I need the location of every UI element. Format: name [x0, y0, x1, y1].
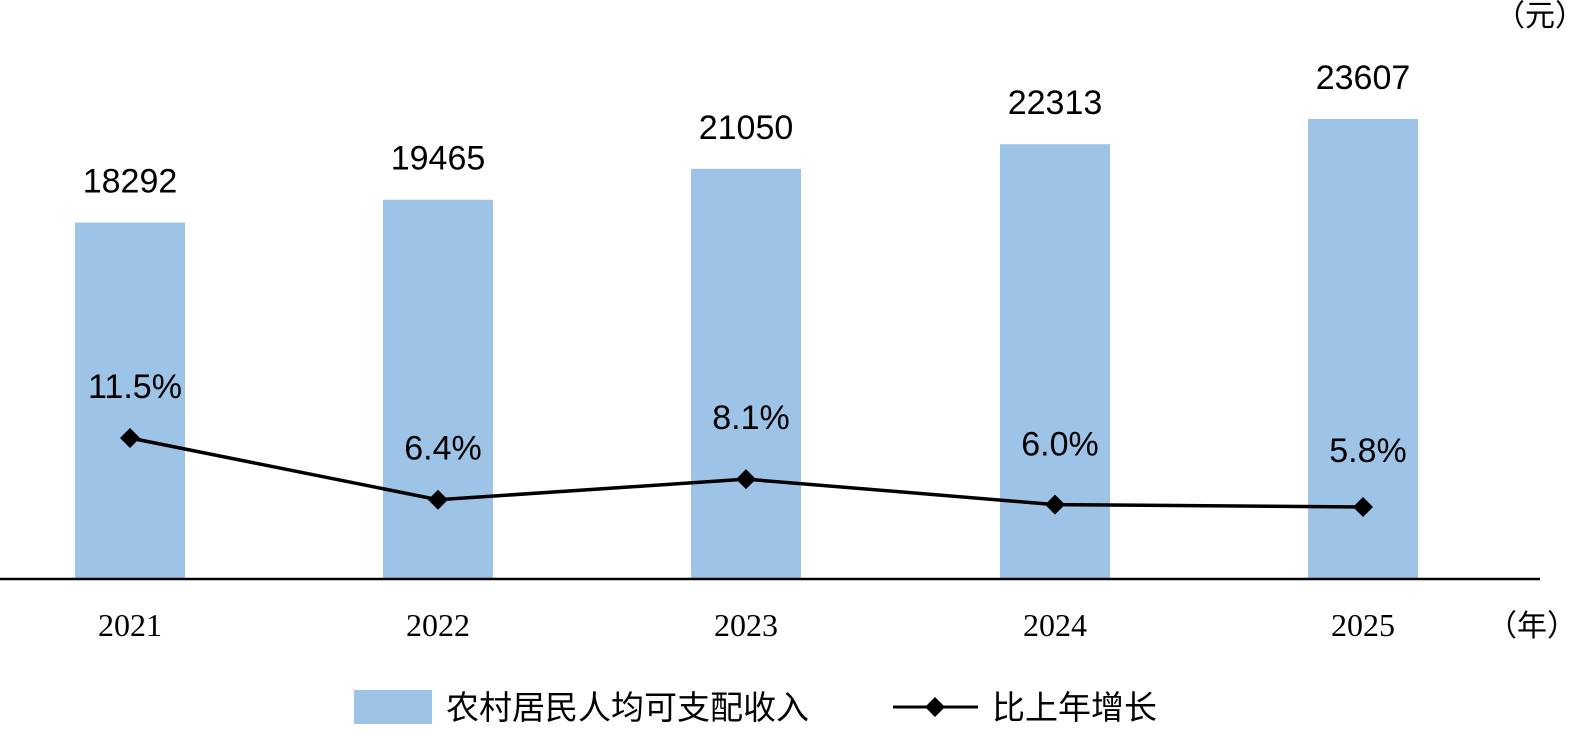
growth-marker-2021 — [120, 428, 140, 448]
bar-series — [75, 119, 1418, 580]
bar-value-labels: 18292 19465 21050 22313 23607 — [83, 59, 1411, 201]
legend-swatch-income — [354, 690, 432, 724]
growth-label-2022: 6.4% — [404, 430, 482, 468]
growth-label-2025: 5.8% — [1329, 432, 1407, 470]
growth-value-labels: 11.5% 6.4% 8.1% 6.0% 5.8% — [88, 368, 1407, 470]
x-tick-2022: 2022 — [406, 607, 470, 643]
bar-label-2025: 23607 — [1316, 59, 1411, 97]
legend-label-income: 农村居民人均可支配收入 — [446, 689, 809, 726]
x-tick-labels: 2021 2022 2023 2024 2025 — [98, 607, 1395, 643]
bar-2023 — [691, 168, 801, 579]
growth-label-2024: 6.0% — [1021, 426, 1099, 464]
x-tick-2025: 2025 — [1331, 607, 1395, 643]
x-tick-2021: 2021 — [98, 607, 162, 643]
growth-marker-2023 — [736, 469, 756, 490]
y-unit-label: （元） — [1495, 0, 1585, 33]
x-tick-2024: 2024 — [1023, 607, 1087, 643]
legend: 农村居民人均可支配收入 比上年增长 — [354, 689, 1157, 726]
growth-marker-2022 — [428, 489, 448, 510]
legend-marker-growth — [925, 697, 945, 717]
bar-label-2021: 18292 — [83, 163, 178, 201]
bar-label-2023: 21050 — [699, 109, 794, 147]
x-tick-2023: 2023 — [714, 607, 778, 643]
bar-label-2022: 19465 — [391, 140, 486, 178]
growth-label-2023: 8.1% — [712, 399, 790, 437]
growth-marker-2025 — [1353, 497, 1373, 517]
growth-label-2021: 11.5% — [88, 368, 182, 406]
legend-label-growth: 比上年增长 — [992, 689, 1157, 726]
growth-marker-2024 — [1045, 494, 1065, 515]
bar-label-2024: 22313 — [1008, 84, 1103, 122]
x-unit-label: （年） — [1487, 610, 1577, 643]
bar-2022 — [383, 199, 493, 579]
growth-line-series — [120, 428, 1373, 517]
bar-2021 — [75, 222, 185, 579]
